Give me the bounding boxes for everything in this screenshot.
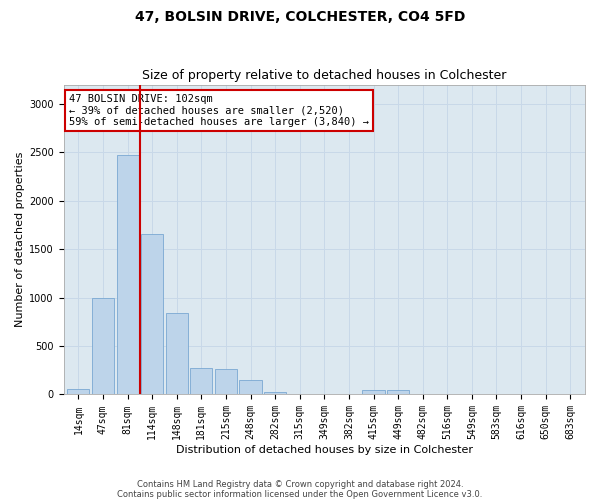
X-axis label: Distribution of detached houses by size in Colchester: Distribution of detached houses by size … <box>176 445 473 455</box>
Text: 47 BOLSIN DRIVE: 102sqm
← 39% of detached houses are smaller (2,520)
59% of semi: 47 BOLSIN DRIVE: 102sqm ← 39% of detache… <box>69 94 369 127</box>
Bar <box>264 392 286 394</box>
Text: Contains HM Land Registry data © Crown copyright and database right 2024.
Contai: Contains HM Land Registry data © Crown c… <box>118 480 482 499</box>
Bar <box>141 234 163 394</box>
Bar <box>67 389 89 394</box>
Bar <box>166 313 188 394</box>
Y-axis label: Number of detached properties: Number of detached properties <box>15 152 25 327</box>
Bar <box>215 369 237 394</box>
Bar <box>362 390 385 394</box>
Bar <box>387 390 409 394</box>
Text: 47, BOLSIN DRIVE, COLCHESTER, CO4 5FD: 47, BOLSIN DRIVE, COLCHESTER, CO4 5FD <box>135 10 465 24</box>
Title: Size of property relative to detached houses in Colchester: Size of property relative to detached ho… <box>142 69 506 82</box>
Bar <box>239 380 262 394</box>
Bar <box>190 368 212 394</box>
Bar <box>116 156 139 394</box>
Bar <box>92 298 114 394</box>
